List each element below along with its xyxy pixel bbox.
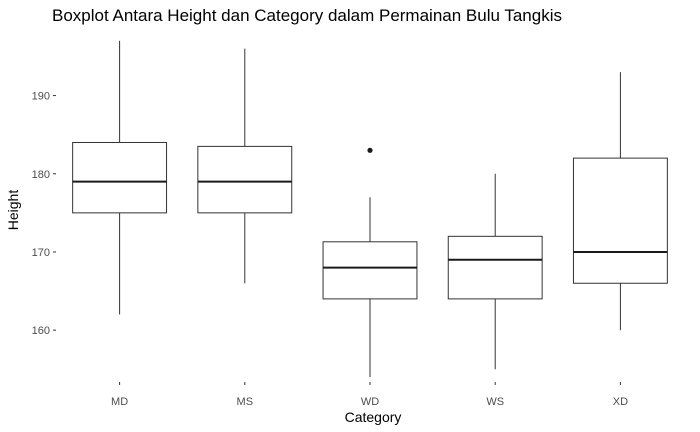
boxplot-boxes xyxy=(72,40,668,378)
iqr-box xyxy=(72,141,168,214)
box-md xyxy=(72,40,168,315)
chart-title: Boxplot Antara Height dan Category dalam… xyxy=(52,6,562,25)
x-tick-label: MD xyxy=(111,396,128,408)
y-tick-label: 170 xyxy=(32,247,50,259)
outlier-point xyxy=(367,147,373,153)
box-ms xyxy=(197,48,293,284)
x-axis: MD MS WD WS XD xyxy=(111,382,628,408)
y-tick-label: 160 xyxy=(32,325,50,337)
y-axis: 160 170 180 190 xyxy=(32,91,56,337)
y-axis-title: Height xyxy=(5,190,21,231)
x-tick-label: XD xyxy=(613,396,628,408)
x-tick-label: WD xyxy=(361,396,379,408)
iqr-box xyxy=(572,157,668,284)
y-tick-label: 190 xyxy=(32,91,50,103)
iqr-box xyxy=(322,241,418,300)
x-tick-label: WS xyxy=(486,396,504,408)
box-xd xyxy=(572,72,668,331)
x-axis-title: Category xyxy=(345,409,402,425)
y-tick-label: 180 xyxy=(32,169,50,181)
iqr-box xyxy=(197,145,293,214)
box-wd xyxy=(322,147,418,378)
box-ws xyxy=(447,173,543,370)
iqr-box xyxy=(447,235,543,300)
x-tick-label: MS xyxy=(237,396,254,408)
